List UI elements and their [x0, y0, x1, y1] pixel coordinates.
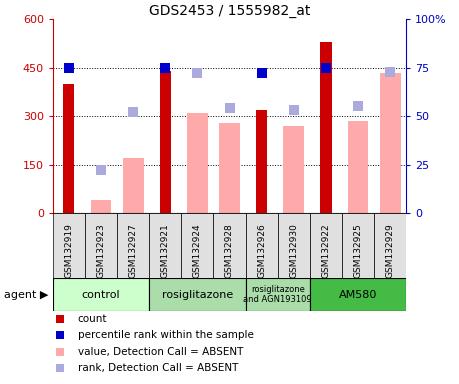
Text: value, Detection Call = ABSENT: value, Detection Call = ABSENT: [78, 346, 243, 356]
Text: percentile rank within the sample: percentile rank within the sample: [78, 330, 253, 340]
Text: GSM132925: GSM132925: [353, 223, 363, 278]
Text: agent ▶: agent ▶: [4, 290, 48, 300]
Text: GSM132928: GSM132928: [225, 223, 234, 278]
Bar: [187, 113, 208, 213]
Bar: [123, 158, 144, 213]
Bar: [374, 213, 406, 278]
Text: GSM132927: GSM132927: [129, 223, 138, 278]
Bar: [283, 126, 304, 213]
Bar: [320, 42, 331, 213]
Bar: [219, 122, 240, 213]
Text: GSM132930: GSM132930: [289, 223, 298, 278]
Text: rosiglitazone: rosiglitazone: [162, 290, 233, 300]
Text: AM580: AM580: [339, 290, 377, 300]
Bar: [213, 213, 246, 278]
Text: GSM132929: GSM132929: [386, 223, 395, 278]
Bar: [246, 213, 278, 278]
Bar: [347, 121, 369, 213]
Bar: [90, 200, 112, 213]
Bar: [149, 278, 246, 311]
Bar: [380, 73, 401, 213]
Bar: [246, 278, 310, 311]
Text: rank, Detection Call = ABSENT: rank, Detection Call = ABSENT: [78, 363, 238, 373]
Bar: [85, 213, 117, 278]
Bar: [160, 71, 171, 213]
Text: GSM132919: GSM132919: [64, 223, 73, 278]
Bar: [63, 84, 74, 213]
Bar: [53, 278, 149, 311]
Bar: [310, 278, 406, 311]
Bar: [256, 110, 267, 213]
Bar: [310, 213, 342, 278]
Bar: [117, 213, 149, 278]
Text: GSM132924: GSM132924: [193, 223, 202, 278]
Text: GSM132923: GSM132923: [96, 223, 106, 278]
Bar: [53, 213, 85, 278]
Text: GSM132926: GSM132926: [257, 223, 266, 278]
Bar: [181, 213, 213, 278]
Bar: [278, 213, 310, 278]
Text: count: count: [78, 314, 107, 324]
Text: GSM132922: GSM132922: [321, 223, 330, 278]
Bar: [149, 213, 181, 278]
Bar: [342, 213, 374, 278]
Text: control: control: [82, 290, 120, 300]
Text: GSM132921: GSM132921: [161, 223, 170, 278]
Title: GDS2453 / 1555982_at: GDS2453 / 1555982_at: [149, 4, 310, 18]
Text: rosiglitazone
and AGN193109: rosiglitazone and AGN193109: [243, 285, 312, 305]
